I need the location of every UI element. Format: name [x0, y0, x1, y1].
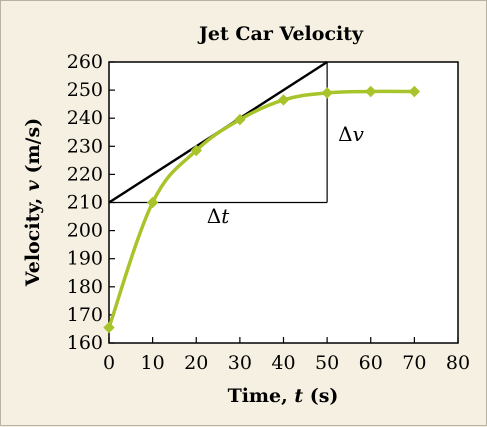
delta-guides [109, 62, 328, 204]
y-tick-label: 180 [67, 276, 103, 298]
data-point [408, 85, 421, 98]
y-axis-title: Velocity, v (m/s) [22, 118, 44, 287]
x-tick-label: 10 [141, 352, 165, 374]
data-point [146, 196, 159, 209]
y-tick-label: 170 [67, 304, 103, 326]
x-tick-label: 40 [271, 352, 295, 374]
y-tick-label: 230 [67, 135, 103, 157]
data-point [321, 87, 333, 99]
y-tick-label: 200 [67, 220, 103, 242]
x-tick-label: 20 [184, 352, 208, 374]
data-point [234, 113, 246, 126]
y-tick-label: 160 [67, 332, 103, 354]
y-tick-labels: 160 170 180 190 200 210 220 230 240 250 260 [67, 51, 103, 354]
x-tick-label: 70 [402, 352, 426, 374]
y-tick-label: 210 [67, 192, 103, 214]
data-point [277, 94, 290, 106]
y-tick-label: 260 [67, 51, 103, 73]
velocity-curve [107, 89, 417, 330]
chart-title: Jet Car Velocity [197, 23, 364, 45]
x-tick-label: 80 [446, 352, 470, 374]
delta-t-label: Δt [207, 204, 230, 228]
x-tick-label: 0 [103, 352, 115, 374]
x-tick-label: 30 [228, 352, 252, 374]
x-tick-label: 60 [359, 352, 383, 374]
x-tick-labels: 0 10 20 30 40 50 60 70 80 [103, 352, 470, 374]
y-tick-label: 250 [67, 79, 103, 101]
y-tick-label: 240 [67, 107, 103, 129]
data-point [103, 321, 115, 334]
y-tick-label: 220 [67, 163, 103, 185]
data-point [365, 85, 377, 98]
delta-v-label: Δv [338, 122, 364, 146]
y-tick-label: 190 [67, 248, 103, 270]
data-points [103, 85, 421, 334]
data-point [190, 144, 202, 157]
x-axis-title: Time, t (s) [228, 385, 339, 407]
x-tick-label: 50 [315, 352, 339, 374]
